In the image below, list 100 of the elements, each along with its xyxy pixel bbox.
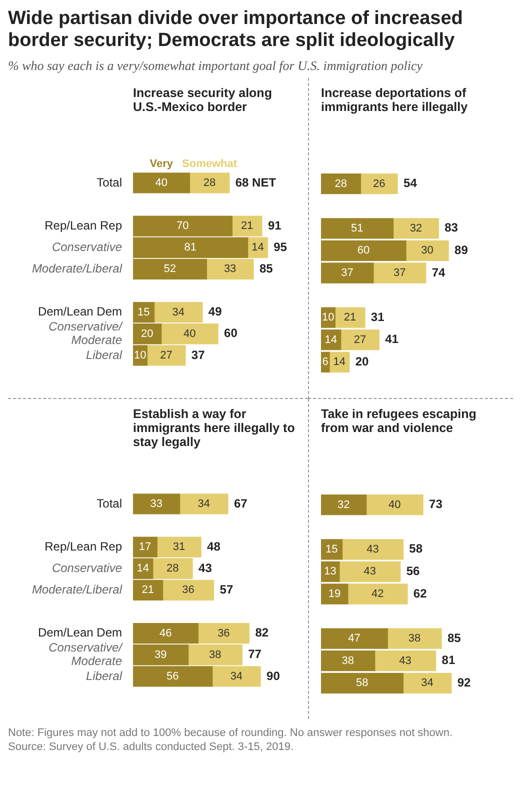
total-label: 90: [266, 668, 280, 682]
data-label: 37: [341, 266, 354, 279]
y-tick-label: Total: [96, 174, 122, 189]
data-label: 47: [348, 632, 360, 644]
total-label: 81: [442, 652, 456, 667]
total-label: 62: [413, 586, 428, 600]
data-label: 34: [198, 498, 210, 510]
total-label: 74: [432, 265, 446, 279]
total-label: 58: [409, 541, 423, 556]
total-label: 56: [406, 564, 420, 578]
total-label: 49: [208, 304, 222, 318]
y-tick-label: Dem/Lean Dem: [38, 304, 122, 318]
y-tick-label: Dem/Lean Dem: [38, 625, 122, 640]
total-label: 31: [370, 310, 385, 324]
data-label: 52: [164, 262, 176, 275]
chart-title: Take in refugees escaping from war and violence: [320, 406, 478, 437]
y-tick-label: Conservative/ Moderate: [48, 640, 124, 668]
data-label: 20: [141, 328, 154, 340]
data-label: 33: [150, 498, 163, 510]
data-label: 14: [333, 356, 346, 368]
total-label: 20: [355, 354, 370, 368]
text: Note: Figures may not add to 100% because of rounding. No answer responses not shown.: [8, 726, 454, 739]
total-label: 83: [444, 220, 458, 234]
total-label: 85: [447, 630, 462, 645]
data-label: 34: [421, 676, 434, 689]
chart-title: Establish a way for immigrants here illegally to stay legally: [132, 406, 296, 451]
data-label: 31: [172, 540, 186, 553]
total-label: 89: [454, 242, 468, 257]
series-label: Very: [150, 158, 174, 170]
total-label: 85: [259, 261, 274, 276]
data-label: 46: [159, 627, 172, 640]
data-label: 10: [322, 311, 334, 324]
data-label: 27: [354, 334, 366, 346]
data-label: 40: [155, 176, 168, 189]
total-label: 54: [404, 176, 418, 190]
y-tick-label: Conservative: [52, 560, 122, 575]
y-tick-label: Liberal: [86, 347, 122, 362]
y-tick-label: Rep/Lean Rep: [44, 218, 122, 232]
source-note: Source: Survey of U.S. adults conducted Sept. 3-15, 2019.: [8, 740, 295, 753]
data-label: 27: [160, 349, 172, 362]
data-label: 14: [252, 241, 264, 254]
total-label: 82: [255, 625, 269, 640]
y-tick-label: Moderate/Liberal: [32, 261, 122, 276]
data-label: 34: [172, 306, 184, 318]
total-label: 68 NET: [235, 174, 277, 189]
data-label: 14: [324, 334, 338, 346]
text: Wide partisan divide over importance of increased border security; Democrats are split ideologically: [8, 8, 464, 52]
data-label: 60: [357, 244, 370, 256]
data-label: 43: [366, 543, 379, 556]
data-label: 21: [344, 311, 356, 324]
data-label: 13: [324, 565, 336, 578]
total-label: 77: [248, 646, 262, 661]
y-tick-label: Total: [96, 496, 122, 510]
data-label: 10: [134, 349, 146, 362]
total-label: 73: [429, 496, 443, 511]
data-label: 38: [342, 654, 354, 667]
data-label: 38: [408, 632, 421, 644]
data-label: 14: [136, 562, 150, 574]
chart-title: Increase deportations of immigrants here illegally: [320, 86, 469, 116]
data-label: 17: [138, 540, 152, 553]
chart-title: Increase security along U.S.-Mexico border: [132, 86, 273, 116]
total-label: 43: [198, 560, 212, 575]
total-label: 41: [385, 332, 399, 346]
y-tick-label: Rep/Lean Rep: [44, 539, 122, 554]
data-label: 58: [356, 676, 368, 689]
total-label: 91: [268, 218, 282, 232]
data-label: 28: [203, 176, 216, 189]
series-label: Somewhat: [182, 158, 238, 170]
y-tick-label: Liberal: [86, 668, 122, 682]
y-tick-label: Conservative: [52, 240, 122, 254]
data-label: 40: [184, 328, 196, 340]
data-label: 51: [351, 222, 364, 234]
total-label: 48: [207, 539, 221, 554]
data-label: 32: [410, 222, 422, 234]
data-label: 37: [394, 266, 406, 279]
data-label: 21: [240, 220, 254, 232]
data-label: 43: [364, 565, 376, 578]
total-label: 57: [220, 582, 234, 596]
data-label: 42: [372, 588, 384, 600]
data-label: 15: [326, 543, 338, 556]
data-label: 38: [209, 648, 222, 661]
total-label: 95: [274, 240, 288, 254]
data-label: 15: [138, 306, 150, 318]
data-label: 56: [166, 670, 179, 682]
text: % who say each is a very/somewhat important goal for U.S. immigration policy: [8, 58, 424, 74]
data-label: 28: [334, 178, 347, 190]
data-label: 6: [322, 356, 328, 368]
data-label: 36: [182, 584, 194, 596]
data-label: 30: [421, 244, 434, 256]
total-label: 60: [224, 326, 238, 340]
data-label: 26: [372, 178, 386, 190]
data-label: 81: [184, 241, 197, 254]
y-tick-label: Conservative/ Moderate: [48, 319, 124, 347]
data-label: 39: [154, 648, 167, 661]
data-label: 32: [338, 498, 350, 511]
data-label: 34: [230, 670, 243, 682]
total-label: 37: [191, 347, 206, 362]
data-label: 40: [388, 498, 401, 511]
data-label: 43: [399, 654, 412, 667]
total-label: 92: [457, 675, 472, 690]
